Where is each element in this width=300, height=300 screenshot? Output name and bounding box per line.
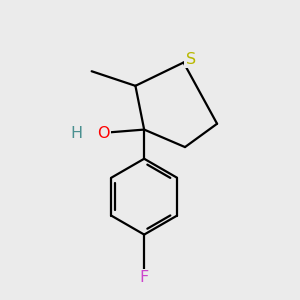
Text: S: S — [186, 52, 196, 67]
Text: H: H — [70, 126, 83, 141]
Text: O: O — [97, 126, 110, 141]
Text: F: F — [140, 270, 149, 285]
